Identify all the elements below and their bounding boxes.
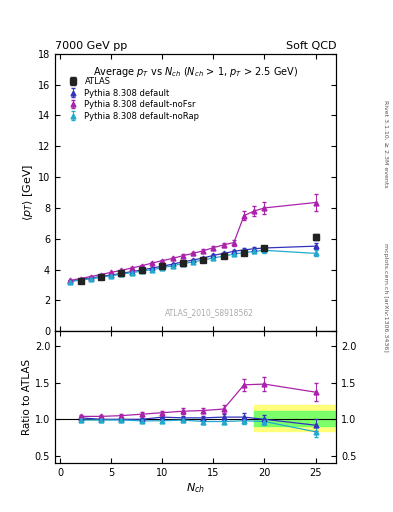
- Text: Soft QCD: Soft QCD: [286, 41, 336, 51]
- Text: Average $p_{T}$ vs $N_{ch}$ ($N_{ch}$ > 1, $p_{T}$ > 2.5 GeV): Average $p_{T}$ vs $N_{ch}$ ($N_{ch}$ > …: [93, 65, 298, 79]
- Text: Rivet 3.1.10, ≥ 2.3M events: Rivet 3.1.10, ≥ 2.3M events: [383, 99, 388, 187]
- Y-axis label: Ratio to ATLAS: Ratio to ATLAS: [22, 359, 32, 435]
- Y-axis label: $\langle p_{T} \rangle$ [GeV]: $\langle p_{T} \rangle$ [GeV]: [21, 164, 35, 221]
- Text: mcplots.cern.ch [arXiv:1306.3436]: mcplots.cern.ch [arXiv:1306.3436]: [383, 243, 388, 351]
- Text: ATLAS_2010_S8918562: ATLAS_2010_S8918562: [165, 308, 254, 317]
- X-axis label: $N_{ch}$: $N_{ch}$: [186, 481, 205, 495]
- Legend: ATLAS, Pythia 8.308 default, Pythia 8.308 default-noFsr, Pythia 8.308 default-no: ATLAS, Pythia 8.308 default, Pythia 8.30…: [62, 75, 202, 123]
- Text: 7000 GeV pp: 7000 GeV pp: [55, 41, 127, 51]
